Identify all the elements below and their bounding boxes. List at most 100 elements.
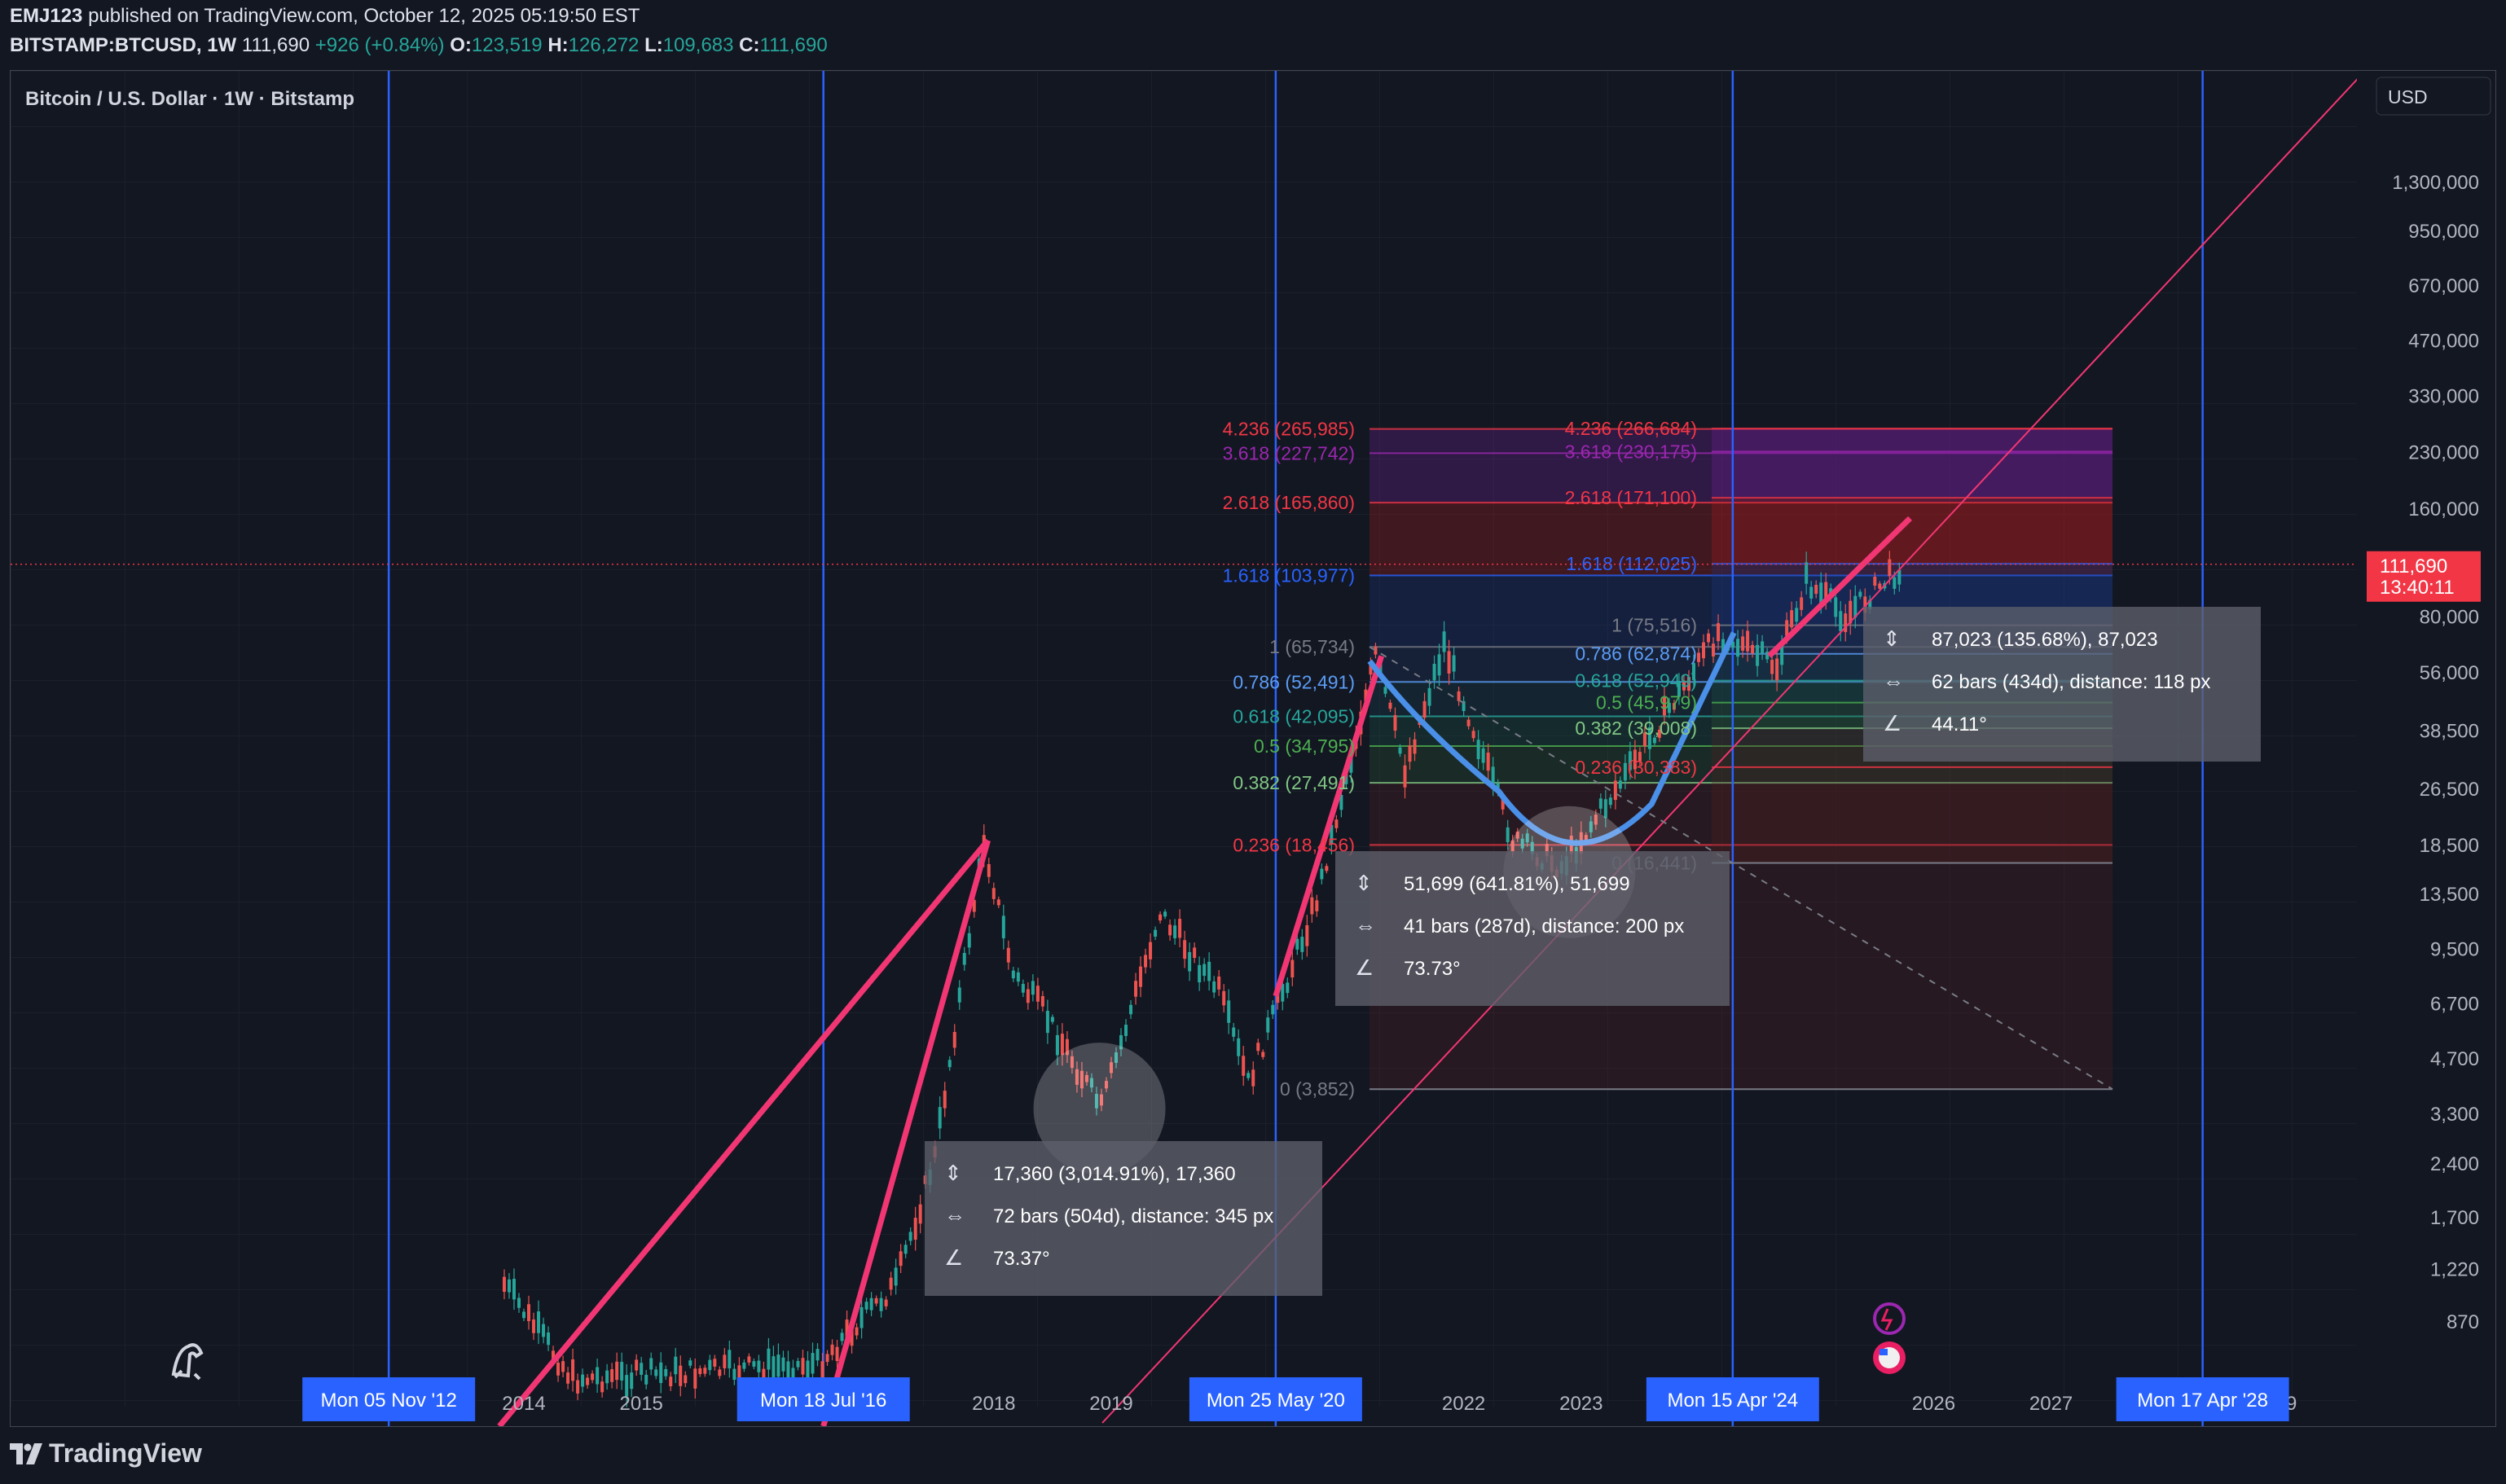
- tradingview-logo[interactable]: TradingView: [10, 1438, 202, 1469]
- angle-icon: ∠: [1883, 711, 1901, 735]
- time-tick-label: 2022: [1442, 1393, 1485, 1415]
- currency-button[interactable]: USD: [2388, 86, 2428, 108]
- candle-body: [1506, 827, 1510, 843]
- candle-body: [1432, 664, 1436, 681]
- candle-body: [1266, 1017, 1270, 1033]
- candle-body: [938, 1107, 942, 1129]
- fib-left-label: 1.618 (103,977): [1223, 564, 1355, 586]
- candle-body: [796, 1360, 800, 1368]
- date-marker-label: Mon 05 Nov '12: [320, 1390, 456, 1412]
- candle-body: [874, 1297, 878, 1304]
- candle-body: [1115, 1052, 1119, 1063]
- candle-body: [1657, 729, 1661, 738]
- measure-box: [925, 1141, 1322, 1296]
- candle-body: [1638, 752, 1642, 762]
- fib-diagonal: [1369, 646, 2113, 1091]
- candle-body: [776, 1354, 780, 1377]
- candle-body: [507, 1279, 511, 1293]
- candle-body: [1770, 660, 1774, 674]
- candle-body: [1198, 964, 1202, 983]
- candle-body: [718, 1369, 722, 1376]
- candle-body: [581, 1374, 585, 1387]
- candle-body: [1501, 799, 1505, 810]
- candle-body: [1344, 774, 1348, 784]
- trend-leg-2020: [1273, 655, 1385, 997]
- bars-range-icon: ⇔: [1355, 913, 1376, 937]
- candle-body: [728, 1350, 732, 1368]
- candle-body: [987, 863, 991, 877]
- symbol-label[interactable]: BITSTAMP:BTCUSD, 1W: [10, 34, 237, 56]
- candle-body: [1006, 947, 1010, 963]
- candle-body: [571, 1359, 575, 1381]
- candle-body: [1295, 938, 1299, 950]
- price-tag-value: 111,690: [2380, 555, 2447, 577]
- candle-body: [1163, 911, 1167, 917]
- candle-body: [1403, 765, 1407, 788]
- candle-body: [1633, 749, 1637, 770]
- price-tag-countdown: 13:40:11: [2380, 577, 2455, 599]
- candle-body: [1628, 751, 1632, 771]
- fib-right-label: 1 (75,516): [1611, 615, 1697, 636]
- candle-body: [1751, 644, 1755, 654]
- price-tick-label: 950,000: [2408, 221, 2479, 243]
- candle-body: [952, 1031, 956, 1048]
- candle-body: [732, 1368, 736, 1381]
- candle-body: [1530, 841, 1534, 854]
- candle-body: [1613, 780, 1617, 801]
- candle-body: [1104, 1081, 1108, 1089]
- fib-zone: [1712, 428, 2113, 452]
- open-label: O:: [450, 34, 472, 56]
- candle-body: [1893, 577, 1897, 589]
- candle-body: [742, 1362, 746, 1369]
- candle-body: [542, 1324, 546, 1337]
- bars-range-icon: ⇔: [1883, 669, 1904, 693]
- price-tick-label: 9,500: [2430, 938, 2479, 960]
- candle-body: [1050, 1016, 1054, 1022]
- candle-body: [1697, 652, 1700, 662]
- candle-body: [737, 1365, 741, 1382]
- fib-right-label: 0.5 (45,979): [1596, 692, 1697, 713]
- measure-angle: 73.37°: [993, 1248, 1050, 1270]
- chart-canvas[interactable]: 4.236 (265,985)3.618 (227,742) 2.618 (165…: [11, 71, 2495, 1426]
- candle-body: [962, 952, 966, 965]
- candle-body: [957, 987, 961, 1003]
- candle-body: [972, 900, 976, 912]
- candle-body: [1868, 599, 1872, 609]
- candle-body: [830, 1344, 834, 1355]
- trend-leg-2016: [820, 839, 991, 1426]
- candle-body: [547, 1332, 551, 1346]
- candle-body: [1853, 595, 1858, 618]
- candle-body: [1476, 740, 1480, 760]
- chart-panel[interactable]: 4.236 (265,985) 3.618 (227,742) 2.618 (165…: [10, 70, 2496, 1427]
- candle-body: [947, 1060, 952, 1068]
- candle-body: [1824, 582, 1828, 601]
- candle-body: [1075, 1069, 1079, 1085]
- candle-body: [1305, 924, 1309, 946]
- candle-body: [1731, 642, 1735, 648]
- candle-body: [1447, 651, 1451, 674]
- time-tick-label: 2026: [1912, 1393, 1955, 1415]
- time-tick-label: 2027: [2029, 1393, 2073, 1415]
- candle-body: [1139, 966, 1143, 987]
- candle-body: [1736, 639, 1740, 657]
- candle-body: [630, 1372, 634, 1390]
- candle-body: [1055, 1034, 1059, 1056]
- candle-body: [1388, 702, 1392, 709]
- currency-button-bg[interactable]: [2376, 77, 2491, 116]
- candle-body: [1060, 1034, 1064, 1056]
- candle-body: [835, 1346, 839, 1362]
- tradingview-brand: TradingView: [49, 1438, 202, 1468]
- candle-body: [1286, 982, 1290, 994]
- candle-body: [664, 1369, 668, 1376]
- candle-body: [537, 1311, 541, 1333]
- candle-body: [1598, 798, 1603, 809]
- candle-body: [1261, 1052, 1265, 1057]
- candle-body: [1761, 641, 1765, 654]
- candle-body: [1232, 1027, 1236, 1037]
- candle-body: [1016, 972, 1020, 982]
- candle-body: [772, 1356, 776, 1378]
- fib-right-label: 1.618 (112,025): [1566, 553, 1697, 574]
- publisher-name[interactable]: EMJ123: [10, 5, 83, 27]
- candle-body: [1785, 620, 1789, 636]
- alert-icon[interactable]: [1873, 1302, 1906, 1335]
